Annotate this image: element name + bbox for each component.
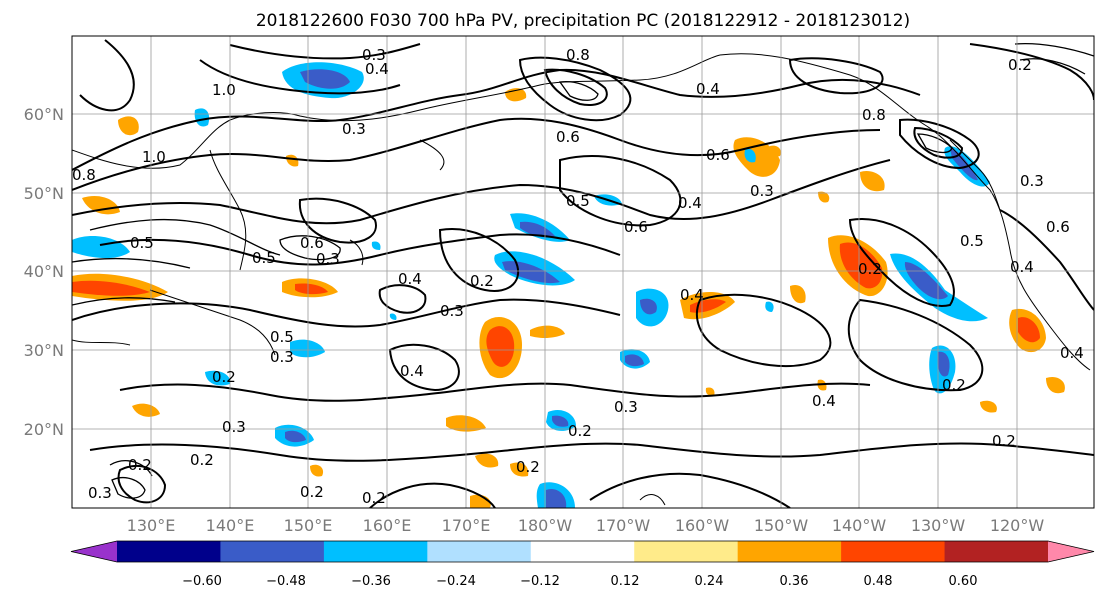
lon-label: 170°W: [596, 516, 651, 535]
contour-label: 0.4: [400, 362, 424, 380]
lat-label: 60°N: [24, 105, 64, 124]
colorbar-segment: [634, 541, 739, 562]
map-area: 1.0 1.0 0.8 0.6 0.5 0.3 0.5 0.3 0.2 0.3 …: [72, 36, 1094, 508]
contour-label: 0.3: [362, 46, 386, 64]
colorbar-segment: [944, 541, 1049, 562]
contour-label: 0.3: [270, 348, 294, 366]
contour-label: 0.3: [750, 182, 774, 200]
contour-label: 0.3: [316, 250, 340, 268]
lon-label: 150°W: [754, 516, 809, 535]
contour-label: 0.2: [1008, 56, 1032, 74]
colorbar-segment: [220, 541, 325, 562]
lon-label: 130°E: [127, 516, 176, 535]
colorbar-tick-label: 0.12: [611, 574, 640, 589]
lon-label: 160°W: [675, 516, 730, 535]
contour-label: 0.6: [300, 234, 324, 252]
contour-label: 0.3: [222, 418, 246, 436]
colorbar-outline: [70, 540, 1095, 563]
contour-label: 0.8: [566, 46, 590, 64]
contour-label: 0.8: [862, 106, 886, 124]
lon-label: 140°E: [206, 516, 255, 535]
colorbar-tick-label: −0.48: [266, 574, 306, 589]
lon-label: 160°E: [363, 516, 412, 535]
contour-label: 0.4: [365, 60, 389, 78]
colorbar-tick-label: 0.36: [780, 574, 809, 589]
contour-label: 0.5: [270, 328, 294, 346]
pv-contours-thin: [72, 42, 1094, 499]
contour-label: 0.3: [614, 398, 638, 416]
contour-label: 0.2: [300, 483, 324, 501]
colorbar-segment: [841, 541, 946, 562]
contour-label: 0.5: [252, 249, 276, 267]
contour-label: 0.2: [858, 260, 882, 278]
colorbar-tick-label: 0.60: [949, 574, 978, 589]
map-title: 2018122600 F030 700 hPa PV, precipitatio…: [256, 11, 910, 31]
colorbar-extend-min: [71, 541, 117, 562]
colorbar-segment: [530, 541, 635, 562]
contour-label: 0.6: [706, 146, 730, 164]
contour-label: 0.2: [212, 368, 236, 386]
lat-label: 50°N: [24, 184, 64, 203]
contour-label: 0.5: [130, 234, 154, 252]
lon-label: 140°W: [832, 516, 887, 535]
lat-label: 40°N: [24, 262, 64, 281]
colorbar-tick-label: −0.36: [351, 574, 391, 589]
contour-label: 0.3: [440, 302, 464, 320]
contour-label: 0.8: [72, 166, 96, 184]
colorbar-tick-label: 0.48: [864, 574, 893, 589]
colorbar-segment: [737, 541, 842, 562]
contour-label: 0.2: [190, 451, 214, 469]
contour-label: 1.0: [142, 148, 166, 166]
contour-label: 0.4: [812, 392, 836, 410]
contour-label: 0.6: [624, 218, 648, 236]
contour-label: 0.2: [568, 422, 592, 440]
contour-label: 0.6: [556, 128, 580, 146]
pv-contours: [72, 39, 1094, 508]
contour-label: 1.0: [212, 81, 236, 99]
contour-label: 0.4: [680, 286, 704, 304]
colorbar-ticks: −0.60 −0.48 −0.36 −0.24 −0.12 0.12 0.24 …: [182, 574, 977, 589]
colorbar-extend-max: [1048, 541, 1094, 562]
contour-label: 0.2: [470, 272, 494, 290]
longitude-labels: 130°E 140°E 150°E 160°E 170°E 180°W 170°…: [127, 516, 1045, 535]
contour-label: 0.4: [1010, 258, 1034, 276]
latitude-labels: 60°N 50°N 40°N 30°N 20°N: [24, 105, 64, 439]
contour-label: 0.5: [960, 232, 984, 250]
contour-label: 0.4: [678, 194, 702, 212]
graticule: [72, 36, 1094, 508]
contour-label: 0.3: [88, 484, 112, 502]
contour-label: 0.4: [398, 270, 422, 288]
colorbar-tick-label: −0.24: [436, 574, 476, 589]
colorbar-tick-label: −0.12: [520, 574, 560, 589]
lon-label: 180°W: [518, 516, 573, 535]
contour-label: 0.6: [1046, 218, 1070, 236]
colorbar-tick-label: 0.24: [695, 574, 724, 589]
contour-label: 0.3: [342, 120, 366, 138]
lat-label: 30°N: [24, 341, 64, 360]
coastlines: [72, 53, 1091, 506]
colorbar: [70, 540, 1095, 563]
contour-label: 0.2: [992, 432, 1016, 450]
contour-label: 0.2: [362, 489, 386, 507]
contour-label: 0.4: [1060, 344, 1084, 362]
lat-label: 20°N: [24, 420, 64, 439]
contour-labels: 1.0 1.0 0.8 0.6 0.5 0.3 0.5 0.3 0.2 0.3 …: [72, 46, 1084, 507]
contour-label: 0.5: [566, 192, 590, 210]
colorbar-segment: [323, 541, 428, 562]
contour-label: 0.4: [696, 80, 720, 98]
lon-label: 170°E: [442, 516, 491, 535]
colorbar-segment: [117, 541, 221, 562]
contour-label: 0.2: [942, 376, 966, 394]
lon-label: 120°W: [990, 516, 1045, 535]
lon-label: 150°E: [284, 516, 333, 535]
lon-label: 130°W: [911, 516, 966, 535]
colorbar-segment: [427, 541, 532, 562]
contour-label: 0.3: [1020, 172, 1044, 190]
map-frame: [71, 35, 1095, 509]
contour-label: 0.2: [128, 456, 152, 474]
contour-label: 0.2: [516, 458, 540, 476]
colorbar-tick-label: −0.60: [182, 574, 222, 589]
